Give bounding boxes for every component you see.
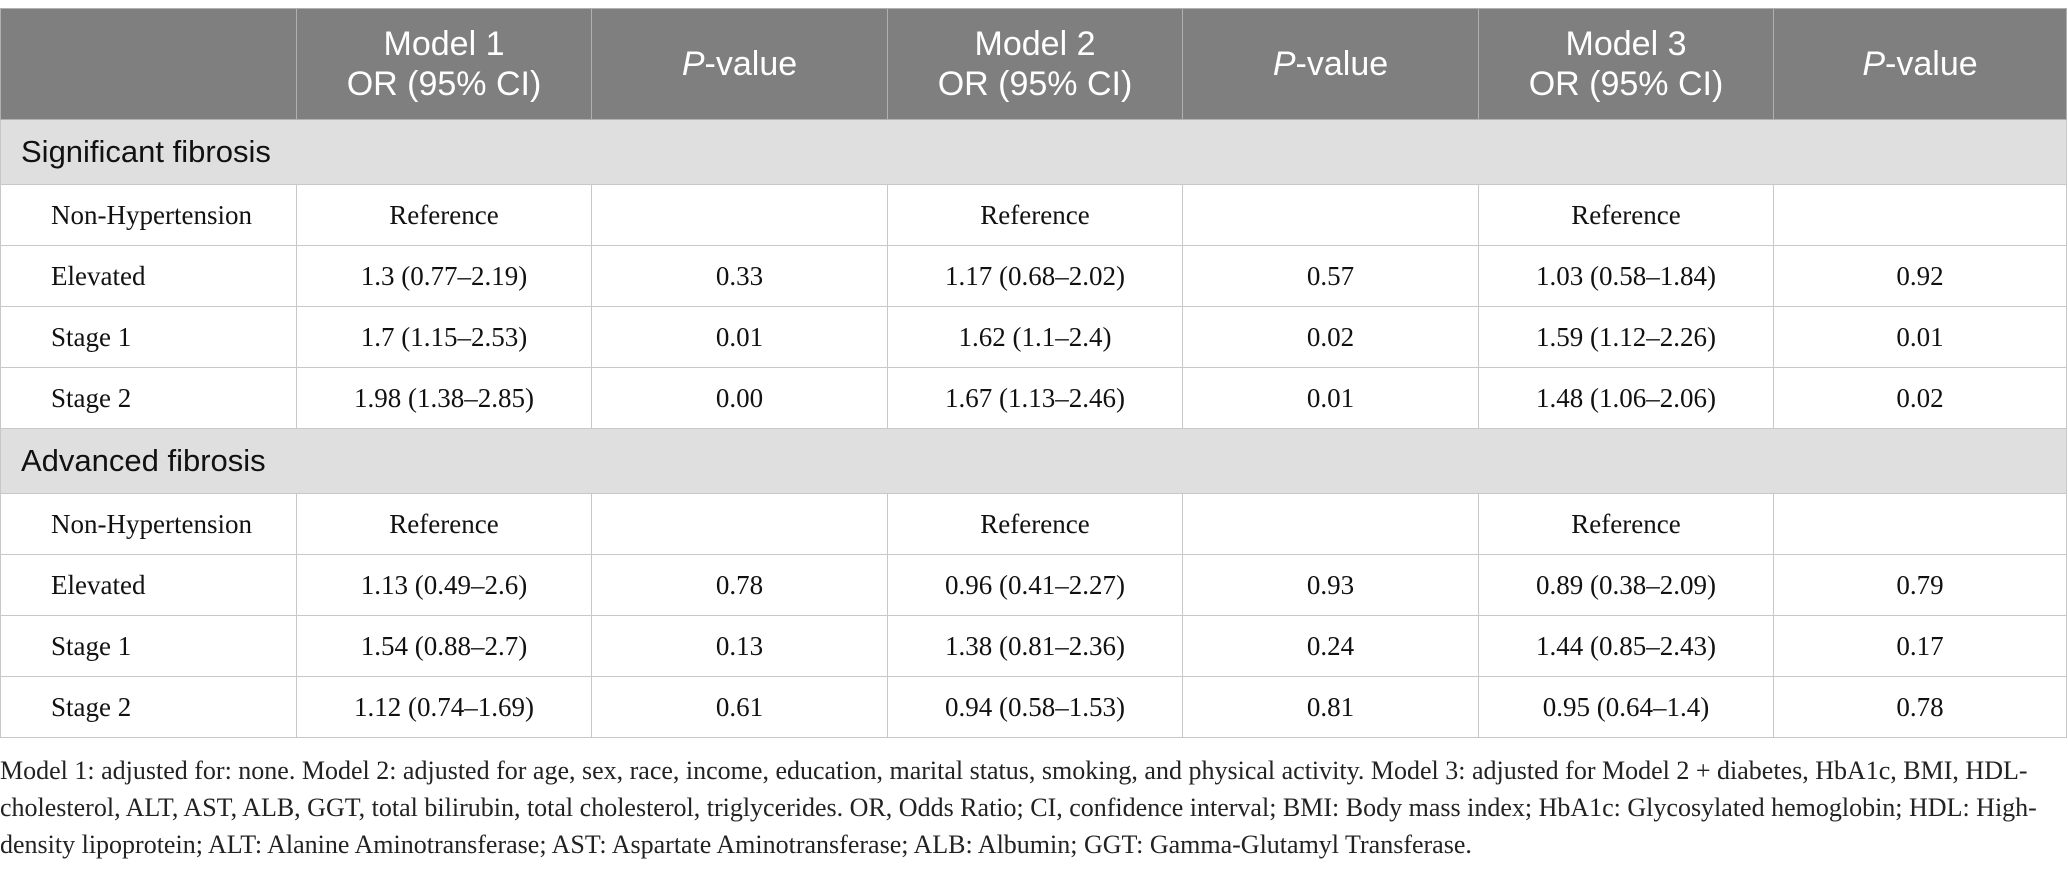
- p-italic: P: [681, 45, 705, 83]
- row-label: Non-Hypertension: [0, 184, 297, 246]
- model3-or: 1.48 (1.06–2.06): [1478, 367, 1774, 429]
- model1-p: 0.78: [591, 554, 888, 616]
- results-table: Model 1 OR (95% CI) P-value Model 2 OR (…: [0, 8, 2067, 738]
- row-label: Stage 2: [0, 676, 297, 738]
- header-row: Model 1 OR (95% CI) P-value Model 2 OR (…: [0, 8, 2067, 120]
- model3-or: 1.44 (0.85–2.43): [1478, 615, 1774, 677]
- section-title: Advanced fibrosis: [0, 428, 2067, 494]
- p-rest: -value: [1295, 45, 1389, 83]
- header-pvalue-3: P-value: [1773, 8, 2067, 120]
- model1-p: 0.61: [591, 676, 888, 738]
- header-model3-subtitle: OR (95% CI): [1528, 65, 1724, 103]
- section-row: Significant fibrosis: [0, 119, 2067, 185]
- section-row: Advanced fibrosis: [0, 428, 2067, 494]
- row-label: Stage 2: [0, 367, 297, 429]
- p-italic: P: [1862, 45, 1886, 83]
- table-row: Non-Hypertension Reference Reference Ref…: [0, 184, 2067, 246]
- header-pvalue-2: P-value: [1182, 8, 1479, 120]
- p-rest: -value: [704, 45, 798, 83]
- model3-or: Reference: [1478, 184, 1774, 246]
- model1-p: [591, 184, 888, 246]
- table-row: Stage 2 1.12 (0.74–1.69) 0.61 0.94 (0.58…: [0, 676, 2067, 738]
- model2-p: [1182, 493, 1479, 555]
- model2-p: 0.24: [1182, 615, 1479, 677]
- header-model1-title: Model 1: [383, 25, 505, 63]
- table-row: Stage 1 1.54 (0.88–2.7) 0.13 1.38 (0.81–…: [0, 615, 2067, 677]
- model2-p: [1182, 184, 1479, 246]
- table-body: Significant fibrosis Non-Hypertension Re…: [0, 119, 2067, 738]
- table-footnote: Model 1: adjusted for: none. Model 2: ad…: [0, 756, 2037, 859]
- p-rest: -value: [1885, 45, 1978, 83]
- header-model2-title: Model 2: [974, 25, 1096, 63]
- model3-p: 0.17: [1773, 615, 2067, 677]
- model1-or: 1.12 (0.74–1.69): [296, 676, 592, 738]
- model1-or: 1.54 (0.88–2.7): [296, 615, 592, 677]
- model2-p: 0.93: [1182, 554, 1479, 616]
- table-row: Non-Hypertension Reference Reference Ref…: [0, 493, 2067, 555]
- model2-or: 0.94 (0.58–1.53): [887, 676, 1183, 738]
- header-pvalue-1: P-value: [591, 8, 888, 120]
- p-italic: P: [1272, 45, 1296, 83]
- table-row: Elevated 1.3 (0.77–2.19) 0.33 1.17 (0.68…: [0, 245, 2067, 307]
- model3-p: [1773, 493, 2067, 555]
- model2-p: 0.02: [1182, 306, 1479, 368]
- model2-or: 1.67 (1.13–2.46): [887, 367, 1183, 429]
- model1-p: 0.33: [591, 245, 888, 307]
- header-model2-subtitle: OR (95% CI): [937, 65, 1133, 103]
- model3-p: 0.01: [1773, 306, 2067, 368]
- header-model1: Model 1 OR (95% CI): [296, 8, 592, 120]
- model1-or: Reference: [296, 493, 592, 555]
- model1-or: 1.13 (0.49–2.6): [296, 554, 592, 616]
- model2-p: 0.57: [1182, 245, 1479, 307]
- header-model3-title: Model 3: [1565, 25, 1687, 63]
- table-row: Elevated 1.13 (0.49–2.6) 0.78 0.96 (0.41…: [0, 554, 2067, 616]
- section-title: Significant fibrosis: [0, 119, 2067, 185]
- table-row: Stage 1 1.7 (1.15–2.53) 0.01 1.62 (1.1–2…: [0, 306, 2067, 368]
- model2-or: 1.38 (0.81–2.36): [887, 615, 1183, 677]
- header-model2: Model 2 OR (95% CI): [887, 8, 1183, 120]
- row-label: Stage 1: [0, 306, 297, 368]
- table-header: Model 1 OR (95% CI) P-value Model 2 OR (…: [0, 8, 2067, 120]
- model1-p: [591, 493, 888, 555]
- model3-or: 1.03 (0.58–1.84): [1478, 245, 1774, 307]
- header-corner: [0, 8, 297, 120]
- model3-or: 1.59 (1.12–2.26): [1478, 306, 1774, 368]
- model2-or: 1.17 (0.68–2.02): [887, 245, 1183, 307]
- model3-p: 0.79: [1773, 554, 2067, 616]
- model3-or: 0.89 (0.38–2.09): [1478, 554, 1774, 616]
- model2-or: 0.96 (0.41–2.27): [887, 554, 1183, 616]
- model2-p: 0.01: [1182, 367, 1479, 429]
- model1-or: 1.98 (1.38–2.85): [296, 367, 592, 429]
- model3-or: Reference: [1478, 493, 1774, 555]
- model1-or: Reference: [296, 184, 592, 246]
- model2-or: 1.62 (1.1–2.4): [887, 306, 1183, 368]
- row-label: Elevated: [0, 245, 297, 307]
- model3-p: 0.92: [1773, 245, 2067, 307]
- row-label: Elevated: [0, 554, 297, 616]
- model1-or: 1.3 (0.77–2.19): [296, 245, 592, 307]
- model1-p: 0.00: [591, 367, 888, 429]
- model2-or: Reference: [887, 493, 1183, 555]
- model2-p: 0.81: [1182, 676, 1479, 738]
- header-model1-subtitle: OR (95% CI): [346, 65, 542, 103]
- model1-or: 1.7 (1.15–2.53): [296, 306, 592, 368]
- row-label: Non-Hypertension: [0, 493, 297, 555]
- model3-p: 0.78: [1773, 676, 2067, 738]
- model3-p: [1773, 184, 2067, 246]
- model1-p: 0.13: [591, 615, 888, 677]
- model3-or: 0.95 (0.64–1.4): [1478, 676, 1774, 738]
- header-model3: Model 3 OR (95% CI): [1478, 8, 1774, 120]
- row-label: Stage 1: [0, 615, 297, 677]
- table-row: Stage 2 1.98 (1.38–2.85) 0.00 1.67 (1.13…: [0, 367, 2067, 429]
- model3-p: 0.02: [1773, 367, 2067, 429]
- model2-or: Reference: [887, 184, 1183, 246]
- model1-p: 0.01: [591, 306, 888, 368]
